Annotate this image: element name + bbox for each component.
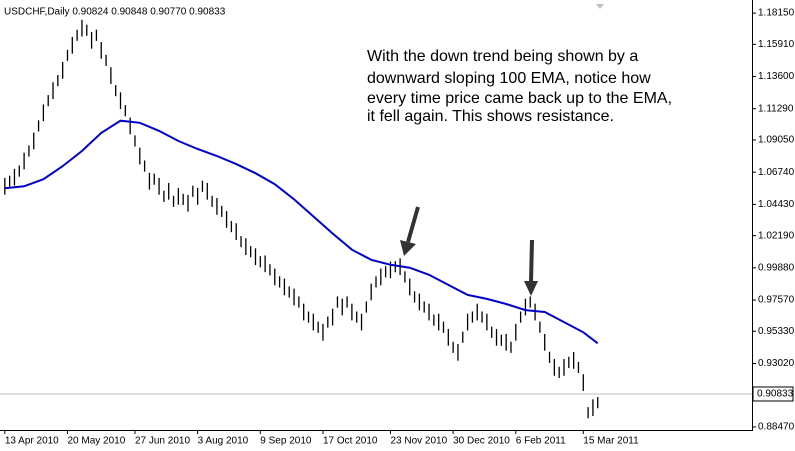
y-tick-label: 1.13600 [758,71,795,82]
y-tick-label: 1.04430 [758,199,795,210]
y-tick-label: 1.06740 [758,167,795,178]
annotation: With the down trend being shown by a [367,48,638,65]
annotation: every time price came back up to the EMA… [367,90,672,107]
y-tick-label: 1.15910 [758,39,795,50]
y-tick-label: 0.88470 [758,422,795,433]
x-tick-label: 6 Feb 2011 [516,436,566,447]
annotation: it fell again. This shows resistance. [367,108,614,125]
y-tick-label: 0.97570 [758,295,795,306]
ema-line [4,119,599,345]
x-tick-label: 17 Oct 2010 [323,436,378,447]
y-tick-label: 0.93020 [758,358,795,369]
x-tick-label: 23 Nov 2010 [390,436,447,447]
arrow [524,239,538,296]
y-tick-label: 1.11290 [758,103,794,114]
x-tick-label: 9 Sep 2010 [260,436,312,447]
y-tick-label: 1.02190 [758,230,795,241]
current-price-label: 0.90833 [757,389,794,400]
y-tick-label: 1.18150 [758,8,795,19]
shift-marker [596,4,604,9]
y-tick-label: 0.99880 [758,262,795,273]
chart-title: USDCHF,Daily 0.90824 0.90848 0.90770 0.9… [4,7,226,18]
x-tick-label: 27 Jun 2010 [135,436,190,447]
x-tick-label: 20 May 2010 [67,436,125,447]
y-tick-label: 0.95330 [758,326,795,337]
x-tick-label: 30 Dec 2010 [453,436,510,447]
arrow [400,206,420,256]
y-tick-label: 1.09050 [758,135,795,146]
x-tick-label: 13 Apr 2010 [5,436,59,447]
annotation: downward sloping 100 EMA, notice how [367,70,651,87]
current-price-box [752,386,794,402]
x-tick-label: 15 Mar 2011 [583,436,639,447]
x-tick-label: 3 Aug 2010 [198,436,249,447]
